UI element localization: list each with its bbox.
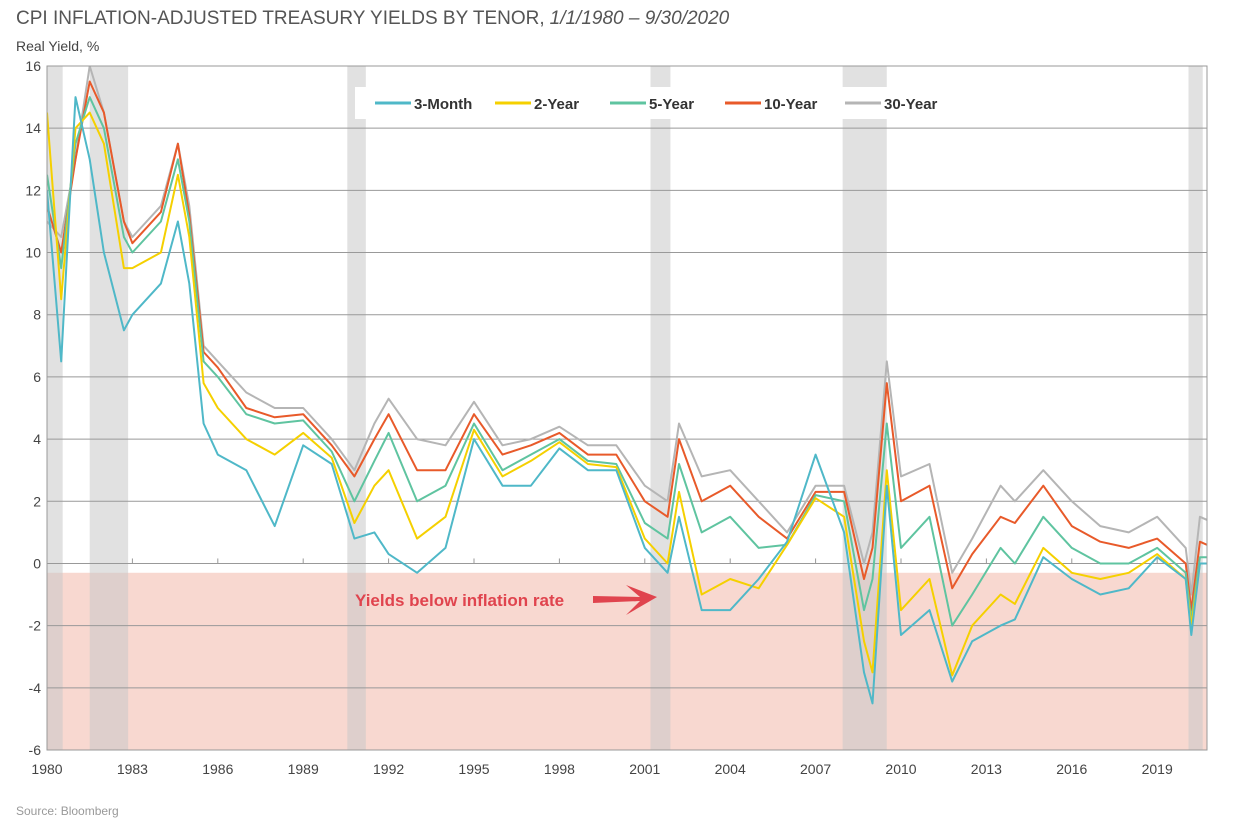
x-tick-label: 2019	[1142, 761, 1173, 777]
y-tick-label: 2	[33, 493, 41, 509]
x-tick-label: 1983	[117, 761, 148, 777]
x-tick-label: 1989	[288, 761, 319, 777]
x-tick-label: 2007	[800, 761, 831, 777]
y-tick-label: 14	[25, 120, 41, 136]
x-tick-label: 2016	[1056, 761, 1087, 777]
annotation-text: Yields below inflation rate	[355, 591, 564, 610]
x-tick-label: 1980	[31, 761, 62, 777]
series-line-5-year	[47, 96, 1207, 627]
y-tick-label: 6	[33, 369, 41, 385]
legend-label: 30-Year	[884, 96, 938, 113]
x-tick-label: 2010	[885, 761, 916, 777]
plot-border	[46, 65, 1208, 751]
legend-label: 2-Year	[534, 96, 579, 113]
y-axis-label: Real Yield, %	[16, 38, 99, 54]
y-tick-label: 12	[25, 182, 41, 198]
x-tick-label: 1995	[458, 761, 489, 777]
y-tick-label: 10	[25, 245, 41, 261]
recession-band	[650, 66, 671, 750]
x-tick-label: 2004	[715, 761, 746, 777]
legend-label: 5-Year	[649, 96, 694, 113]
y-tick-label: -4	[29, 680, 42, 696]
source-note: Source: Bloomberg	[16, 804, 119, 818]
recession-band	[347, 66, 366, 750]
x-tick-label: 1986	[202, 761, 233, 777]
x-tick-label: 2013	[971, 761, 1002, 777]
chart-title: CPI INFLATION-ADJUSTED TREASURY YIELDS B…	[16, 8, 730, 29]
annotation-arrow-icon	[593, 585, 657, 615]
x-tick-label: 1998	[544, 761, 575, 777]
x-tick-label: 1992	[373, 761, 404, 777]
series-line-10-year	[47, 80, 1207, 612]
y-tick-label: 8	[33, 307, 41, 323]
y-tick-label: 16	[25, 58, 41, 74]
series-line-3-month	[47, 96, 1207, 705]
x-tick-label: 2001	[629, 761, 660, 777]
legend-background	[355, 87, 1185, 119]
y-tick-label: -6	[29, 742, 42, 758]
series-line-30-year	[47, 66, 1207, 596]
legend-label: 10-Year	[764, 96, 818, 113]
recession-band	[842, 66, 887, 750]
y-tick-label: 4	[33, 431, 41, 447]
chart-title-main: CPI INFLATION-ADJUSTED TREASURY YIELDS B…	[16, 8, 545, 29]
legend: 3-Month 2-Year 5-Year 10-Year 30-Year	[375, 96, 938, 113]
chart-title-dates: 1/1/1980 – 9/30/2020	[550, 8, 730, 29]
legend-label: 3-Month	[414, 96, 472, 113]
recession-band	[1188, 66, 1203, 750]
recession-band	[47, 66, 63, 750]
y-tick-label: 0	[33, 555, 41, 571]
annotation: Yields below inflation rate	[355, 585, 657, 615]
series-line-2-year	[47, 111, 1207, 677]
y-tick-label: -2	[29, 618, 42, 634]
